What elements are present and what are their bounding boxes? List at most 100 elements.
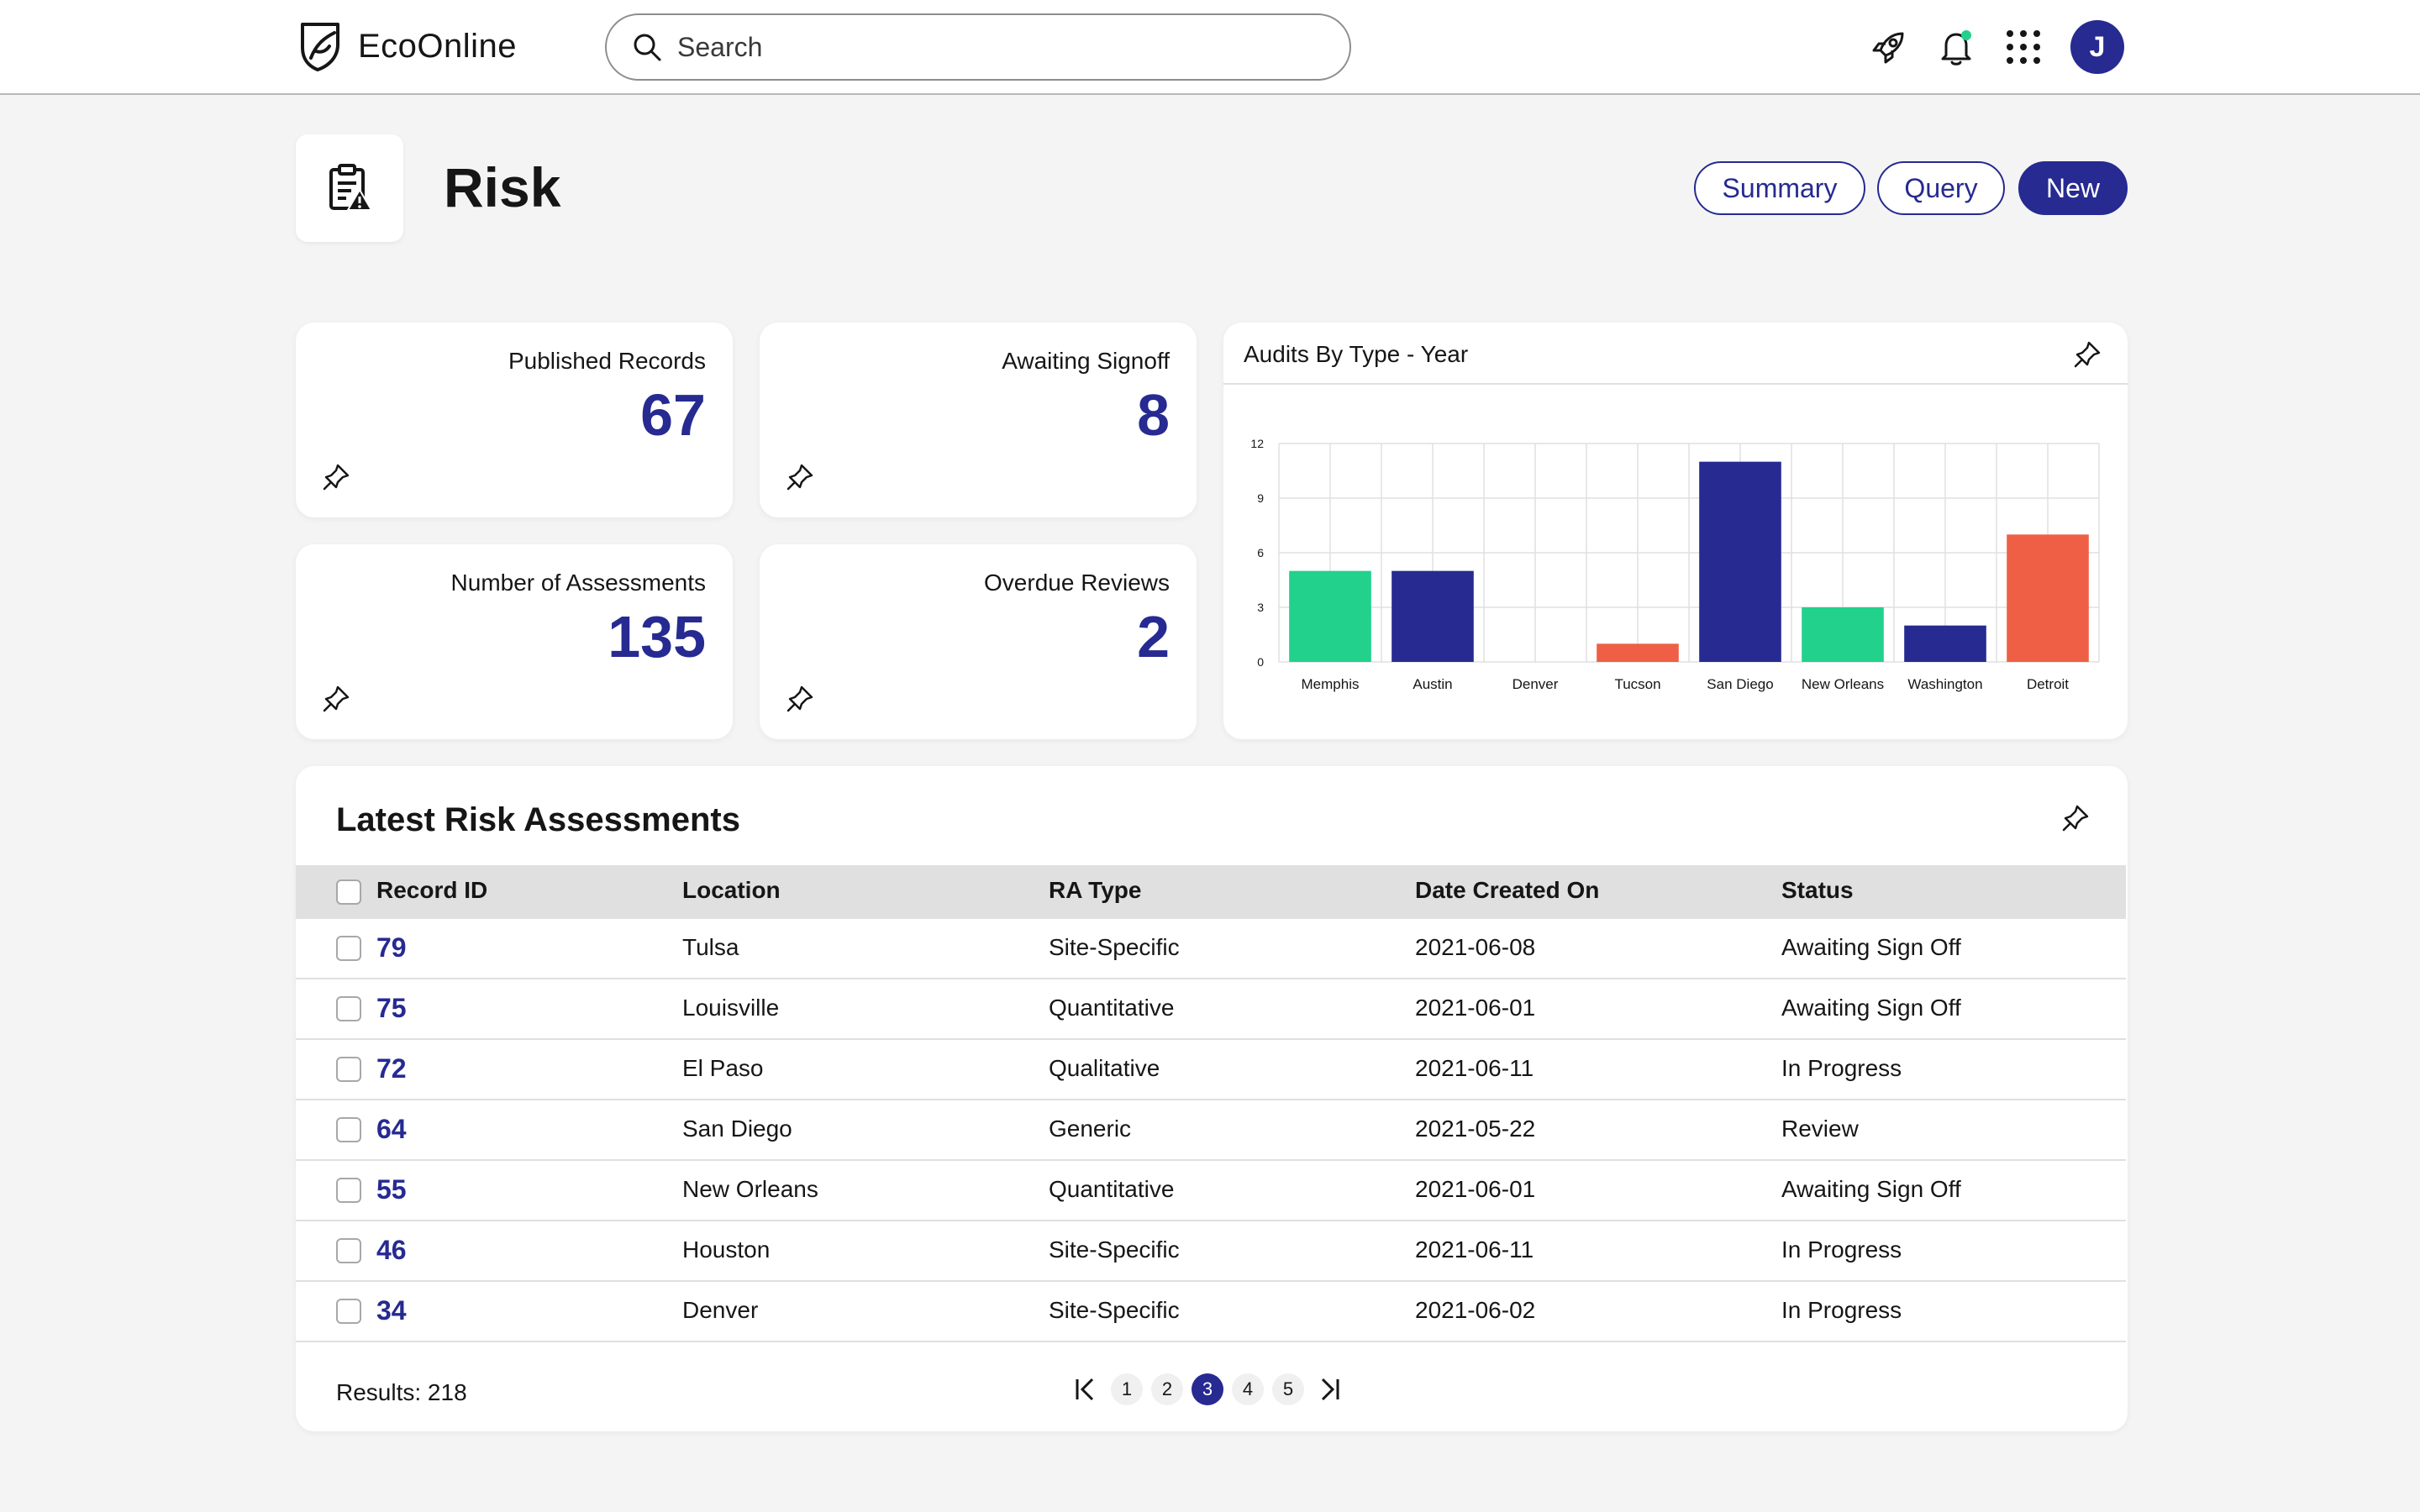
bar-washington[interactable] — [1904, 625, 1986, 662]
table-row[interactable]: 75 Louisville Quantitative 2021-06-01 Aw… — [296, 979, 2126, 1040]
bar-tucson[interactable] — [1597, 643, 1679, 662]
record-id-link[interactable]: 55 — [376, 1174, 407, 1205]
row-checkbox[interactable] — [336, 1299, 361, 1324]
last-page-icon — [1321, 1378, 1339, 1401]
cell-ra-type: Qualitative — [1049, 1055, 1160, 1081]
cell-location: San Diego — [682, 1116, 792, 1142]
row-checkbox[interactable] — [336, 1178, 361, 1203]
cell-ra-type: Site-Specific — [1049, 934, 1180, 960]
risk-module-icon — [296, 134, 403, 242]
pagination: 1 2 3 4 5 — [1069, 1369, 1346, 1410]
summary-button[interactable]: Summary — [1694, 161, 1865, 215]
kpi-label: Awaiting Signoff — [1002, 348, 1170, 374]
page-button-1[interactable]: 1 — [1111, 1373, 1143, 1405]
chart-title: Audits By Type - Year — [1244, 341, 1469, 367]
pin-icon[interactable] — [785, 462, 815, 492]
kpi-card-published-records[interactable]: Published Records 67 — [296, 323, 733, 517]
cell-status: In Progress — [1781, 1236, 1902, 1263]
new-button[interactable]: New — [2018, 161, 2128, 215]
cell-status: Awaiting Sign Off — [1781, 1176, 1961, 1202]
row-checkbox[interactable] — [336, 1238, 361, 1263]
query-button[interactable]: Query — [1877, 161, 2005, 215]
column-header-status[interactable]: Status — [1781, 877, 1854, 903]
notifications-button[interactable] — [1934, 25, 1978, 69]
app-launcher-button[interactable] — [2002, 25, 2045, 69]
cell-date: 2021-06-01 — [1415, 995, 1536, 1021]
cell-location: El Paso — [682, 1055, 764, 1081]
row-checkbox[interactable] — [336, 1057, 361, 1082]
bar-detroit[interactable] — [2007, 534, 2089, 662]
page-button-3[interactable]: 3 — [1192, 1373, 1223, 1405]
kpi-label: Overdue Reviews — [984, 570, 1170, 596]
x-tick-label: Austin — [1413, 676, 1452, 692]
launch-button[interactable] — [1867, 25, 1911, 69]
table-header: Record ID Location RA Type Date Created … — [296, 865, 2126, 919]
pin-icon[interactable] — [2060, 803, 2091, 833]
table-row[interactable]: 72 El Paso Qualitative 2021-06-11 In Pro… — [296, 1040, 2126, 1100]
column-header-ra-type[interactable]: RA Type — [1049, 877, 1142, 903]
pin-icon[interactable] — [785, 684, 815, 714]
record-id-link[interactable]: 46 — [376, 1235, 407, 1265]
x-tick-label: Washington — [1907, 676, 1982, 692]
search-bar[interactable] — [605, 13, 1351, 81]
bar-san-diego[interactable] — [1699, 461, 1781, 662]
ecoonline-logo-icon — [301, 23, 339, 71]
brand-logo[interactable]: EcoOnline — [294, 18, 517, 74]
record-id-link[interactable]: 34 — [376, 1295, 407, 1326]
cell-date: 2021-06-01 — [1415, 1176, 1536, 1202]
cell-date: 2021-05-22 — [1415, 1116, 1536, 1142]
column-header-date-created[interactable]: Date Created On — [1415, 877, 1600, 903]
latest-risk-assessments-card: Latest Risk Assessments Record ID Locati… — [296, 766, 2128, 1431]
x-tick-label: New Orleans — [1802, 676, 1884, 692]
record-id-link[interactable]: 75 — [376, 993, 407, 1023]
search-input[interactable] — [677, 31, 1316, 63]
table-row[interactable]: 55 New Orleans Quantitative 2021-06-01 A… — [296, 1161, 2126, 1221]
cell-location: New Orleans — [682, 1176, 818, 1202]
kpi-card-number-of-assessments[interactable]: Number of Assessments 135 — [296, 544, 733, 739]
cell-ra-type: Quantitative — [1049, 995, 1175, 1021]
table-title: Latest Risk Assessments — [336, 801, 740, 838]
select-all-checkbox[interactable] — [336, 879, 361, 905]
kpi-value: 67 — [640, 382, 706, 448]
row-checkbox[interactable] — [336, 936, 361, 961]
bell-icon — [1941, 30, 1971, 66]
cell-status: In Progress — [1781, 1297, 1902, 1323]
record-id-link[interactable]: 72 — [376, 1053, 407, 1084]
page-button-4[interactable]: 4 — [1232, 1373, 1264, 1405]
first-page-button[interactable] — [1069, 1373, 1102, 1406]
record-id-link[interactable]: 79 — [376, 932, 407, 963]
x-tick-label: Detroit — [2027, 676, 2069, 692]
table-row[interactable]: 46 Houston Site-Specific 2021-06-11 In P… — [296, 1221, 2126, 1282]
page-button-2[interactable]: 2 — [1151, 1373, 1183, 1405]
notification-dot — [1961, 30, 1971, 40]
results-count: Results: 218 — [336, 1379, 467, 1405]
pin-icon[interactable] — [321, 684, 351, 714]
kpi-value: 8 — [1137, 382, 1170, 448]
table-row[interactable]: 34 Denver Site-Specific 2021-06-02 In Pr… — [296, 1282, 2126, 1342]
pin-icon[interactable] — [2072, 339, 2102, 370]
column-header-location[interactable]: Location — [682, 877, 781, 903]
cell-date: 2021-06-08 — [1415, 934, 1536, 960]
user-avatar[interactable]: J — [2070, 20, 2124, 74]
table-row[interactable]: 64 San Diego Generic 2021-05-22 Review — [296, 1100, 2126, 1161]
bar-new-orleans[interactable] — [1802, 607, 1884, 662]
pin-icon[interactable] — [321, 462, 351, 492]
bar-austin[interactable] — [1392, 570, 1474, 662]
clipboard-warning-icon — [329, 164, 373, 211]
page-button-5[interactable]: 5 — [1272, 1373, 1304, 1405]
kpi-card-awaiting-signoff[interactable]: Awaiting Signoff 8 — [760, 323, 1197, 517]
page-title: Risk — [444, 156, 561, 218]
bar-memphis[interactable] — [1289, 570, 1371, 662]
cell-location: Louisville — [682, 995, 780, 1021]
row-checkbox[interactable] — [336, 1117, 361, 1142]
table-row[interactable]: 79 Tulsa Site-Specific 2021-06-08 Awaiti… — [296, 919, 2126, 979]
y-tick-label: 3 — [1257, 601, 1264, 614]
grid-icon — [2007, 30, 2040, 64]
record-id-link[interactable]: 64 — [376, 1114, 407, 1144]
row-checkbox[interactable] — [336, 996, 361, 1021]
column-header-record-id[interactable]: Record ID — [376, 877, 488, 903]
cell-location: Denver — [682, 1297, 759, 1323]
last-page-button[interactable] — [1313, 1373, 1346, 1406]
kpi-card-overdue-reviews[interactable]: Overdue Reviews 2 — [760, 544, 1197, 739]
cell-ra-type: Site-Specific — [1049, 1236, 1180, 1263]
